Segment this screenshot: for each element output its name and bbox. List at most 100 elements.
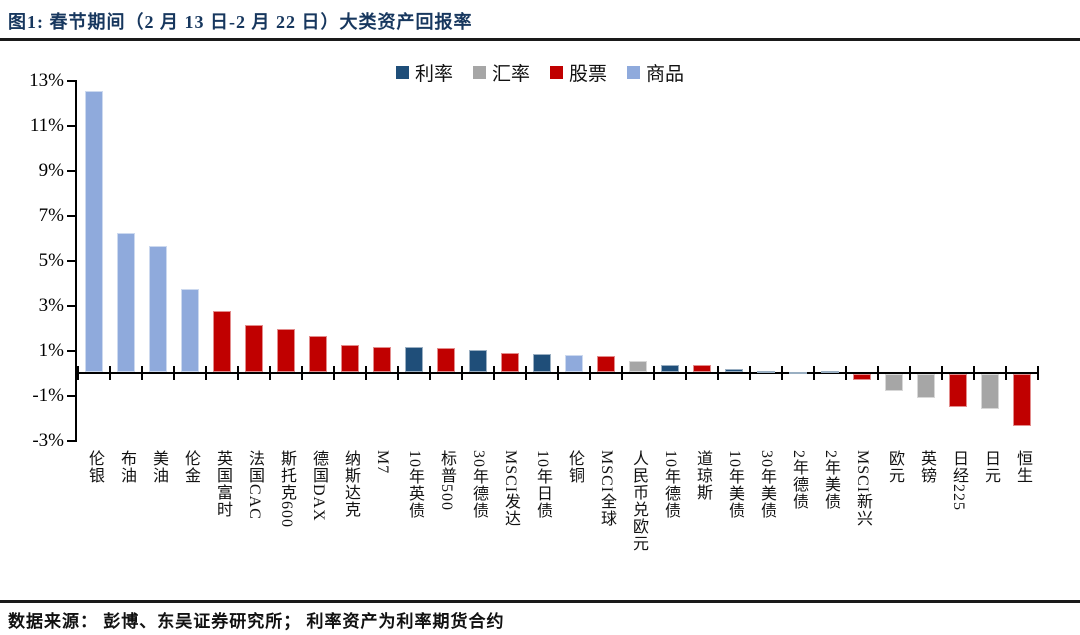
bar <box>373 347 391 372</box>
page-title: 图1: 春节期间（2 月 13 日-2 月 22 日）大类资产回报率 <box>8 12 473 32</box>
x-axis-label: 德国DAX <box>310 450 327 522</box>
data-source-note: 数据来源： 彭博、东吴证券研究所； 利率资产为利率期货合约 <box>8 612 505 631</box>
x-axis-label: MSCI新兴 <box>854 450 871 528</box>
bar <box>981 374 999 409</box>
bar <box>693 365 711 372</box>
legend-item: 利率 <box>395 59 453 86</box>
x-axis-tick <box>461 366 463 380</box>
y-axis-tick <box>67 304 77 307</box>
x-axis-label: 恒生 <box>1014 450 1031 484</box>
x-axis-tick <box>397 366 399 380</box>
y-axis-tick-label: 3% <box>38 294 64 316</box>
x-axis-tick <box>109 366 111 380</box>
y-axis-tick-label: 13% <box>29 69 64 91</box>
y-axis-tick <box>67 124 77 127</box>
x-axis-tick <box>493 366 495 380</box>
bar <box>245 324 263 372</box>
x-axis-tick <box>941 366 943 380</box>
bar <box>85 90 103 372</box>
x-axis-tick <box>365 366 367 380</box>
legend-label: 汇率 <box>491 64 530 85</box>
x-axis-label: 日元 <box>982 450 999 484</box>
bar <box>597 356 615 372</box>
x-axis-tick <box>301 366 303 380</box>
bar <box>309 336 327 372</box>
x-axis-label: 纳斯达克 <box>342 450 359 518</box>
x-axis-tick <box>557 366 559 380</box>
legend-label: 商品 <box>646 64 685 85</box>
bar <box>341 345 359 372</box>
bar <box>917 374 935 398</box>
x-axis-label: 2年德债 <box>790 450 807 510</box>
y-axis-tick <box>67 439 77 442</box>
bar <box>277 329 295 372</box>
y-axis-tick <box>67 79 77 82</box>
x-axis-tick <box>269 366 271 380</box>
x-axis-tick <box>237 366 239 380</box>
y-axis-tick <box>67 214 77 217</box>
bar <box>437 348 455 372</box>
x-axis-label: 布油 <box>118 450 135 484</box>
x-axis-label: 30年美债 <box>758 450 775 519</box>
legend-item: 汇率 <box>472 59 530 86</box>
x-axis-tick <box>525 366 527 380</box>
x-axis-label: 10年美债 <box>726 450 743 519</box>
x-axis-label: 日经225 <box>950 450 967 511</box>
bar <box>853 374 871 380</box>
x-axis-tick <box>653 366 655 380</box>
x-axis-label: 道琼斯 <box>694 450 711 501</box>
legend-swatch-icon <box>627 66 641 79</box>
x-axis-tick <box>1037 366 1039 380</box>
x-axis-label: 30年德债 <box>470 450 487 519</box>
x-axis-label: 标普500 <box>438 450 455 511</box>
x-axis-label: 10年英债 <box>406 450 423 519</box>
x-axis-tick <box>845 366 847 380</box>
x-axis-label: M7 <box>374 450 391 475</box>
x-axis-label: 人民币兑欧元 <box>630 450 647 552</box>
bar <box>629 360 647 372</box>
legend-label: 利率 <box>414 64 453 85</box>
x-axis-tick <box>141 366 143 380</box>
x-axis-line <box>75 372 1038 374</box>
bar <box>661 364 679 372</box>
x-axis-tick <box>429 366 431 380</box>
x-axis-tick <box>685 366 687 380</box>
bar <box>117 232 135 372</box>
x-axis-tick <box>589 366 591 380</box>
bar <box>501 352 519 372</box>
x-axis-tick <box>813 366 815 380</box>
x-axis-tick <box>173 366 175 380</box>
x-axis-label: 美油 <box>150 450 167 484</box>
bar <box>885 374 903 391</box>
legend-item: 商品 <box>627 59 684 86</box>
y-axis-tick-label: 1% <box>38 339 64 361</box>
x-axis-tick <box>877 366 879 380</box>
x-axis-label: 10年日债 <box>534 450 551 519</box>
x-axis-label: MSCI发达 <box>502 450 519 528</box>
x-axis-label: 伦铜 <box>566 450 583 484</box>
x-axis-tick <box>749 366 751 380</box>
bar <box>213 311 231 372</box>
bar <box>725 369 743 372</box>
bar <box>181 288 199 372</box>
y-axis-tick <box>67 349 77 352</box>
y-axis-tick-label: 9% <box>38 159 64 181</box>
y-axis-tick-label: 5% <box>38 249 64 271</box>
x-axis-tick <box>909 366 911 380</box>
bar <box>789 371 807 374</box>
x-axis-label: 10年德债 <box>662 450 679 519</box>
bar <box>469 349 487 372</box>
title-divider <box>0 38 1080 41</box>
x-axis-label: 英国富时 <box>214 450 231 518</box>
x-axis-tick <box>621 366 623 380</box>
x-axis-label: 伦金 <box>182 450 199 484</box>
legend-label: 股票 <box>569 64 608 85</box>
chart-legend: 利率 汇率 股票 商品 <box>0 59 1080 86</box>
y-axis-tick-label: -1% <box>32 384 64 406</box>
x-axis-label: 欧元 <box>886 450 903 484</box>
bar <box>405 347 423 372</box>
legend-item: 股票 <box>550 59 607 86</box>
legend-swatch-icon <box>395 66 409 79</box>
y-axis-tick <box>67 169 77 172</box>
bar <box>949 374 967 407</box>
